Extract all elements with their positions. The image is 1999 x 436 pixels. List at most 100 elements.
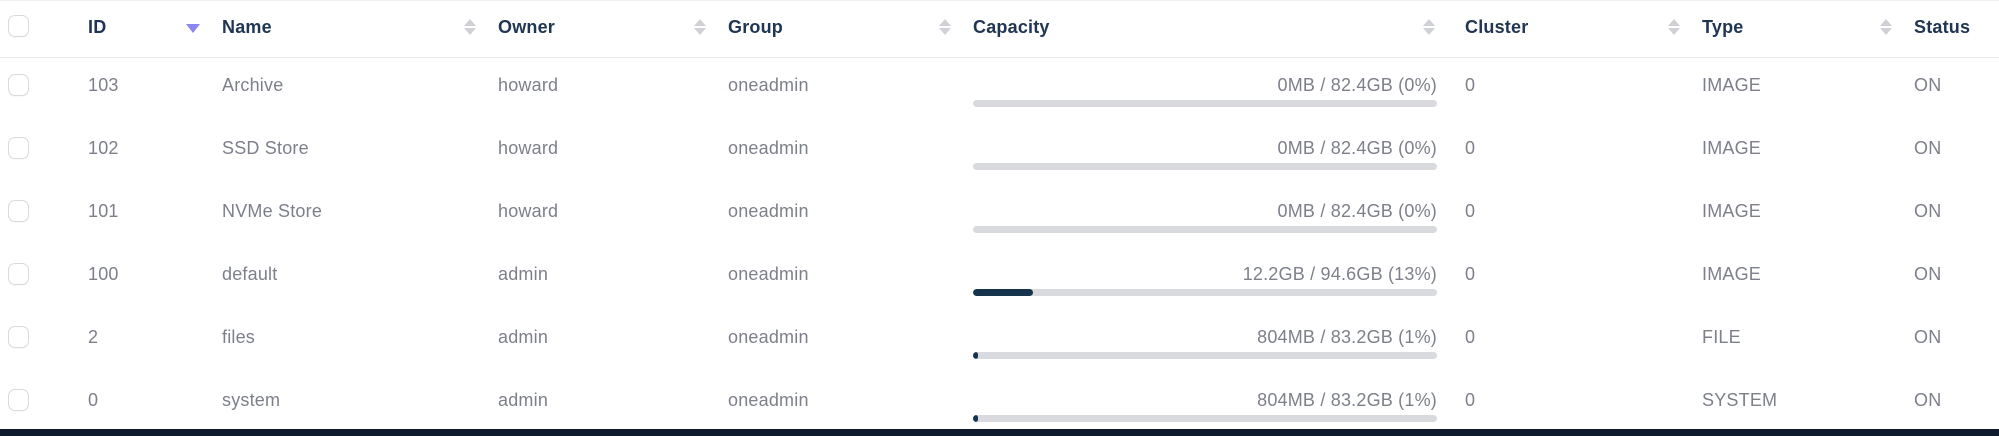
cell-cluster: 0: [1465, 327, 1476, 347]
table-row[interactable]: 103 Archive howard oneadmin 0MB / 82.4GB…: [0, 58, 1999, 121]
row-select-cell: [0, 326, 88, 353]
cell-cluster: 0: [1465, 264, 1476, 284]
sort-icon: [939, 19, 951, 35]
capacity-label: 804MB / 83.2GB (1%): [1257, 327, 1437, 347]
sort-icon: [1880, 19, 1892, 35]
capacity-progressbar: [973, 100, 1437, 107]
cell-id: 0: [88, 390, 99, 410]
cell-type: FILE: [1702, 327, 1741, 347]
cell-name: Archive: [222, 75, 284, 95]
capacity-label: 12.2GB / 94.6GB (13%): [1242, 264, 1437, 284]
cell-type: SYSTEM: [1702, 390, 1778, 410]
row-select-cell: [0, 200, 88, 227]
cell-type: IMAGE: [1702, 138, 1762, 158]
sort-icon: [464, 19, 476, 35]
cell-status: ON: [1914, 390, 1942, 410]
cell-capacity: 804MB / 83.2GB (1%): [973, 389, 1465, 422]
cell-name: NVMe Store: [222, 201, 323, 221]
column-label-status: Status: [1914, 17, 1971, 37]
table-row[interactable]: 102 SSD Store howard oneadmin 0MB / 82.4…: [0, 121, 1999, 184]
cell-capacity: 0MB / 82.4GB (0%): [973, 74, 1465, 107]
column-label-cluster: Cluster: [1465, 17, 1529, 37]
cell-cluster: 0: [1465, 390, 1476, 410]
row-checkbox[interactable]: [8, 200, 29, 222]
cell-name: SSD Store: [222, 138, 309, 158]
cell-capacity: 804MB / 83.2GB (1%): [973, 326, 1465, 359]
table-row[interactable]: 101 NVMe Store howard oneadmin 0MB / 82.…: [0, 184, 1999, 247]
cell-group: oneadmin: [728, 327, 809, 347]
cell-group: oneadmin: [728, 201, 809, 221]
cell-id: 101: [88, 201, 119, 221]
column-header-name[interactable]: Name: [222, 15, 498, 39]
column-label-type: Type: [1702, 17, 1744, 37]
capacity-label: 0MB / 82.4GB (0%): [1277, 138, 1437, 158]
capacity-label: 0MB / 82.4GB (0%): [1277, 75, 1437, 95]
cell-cluster: 0: [1465, 201, 1476, 221]
cell-cluster: 0: [1465, 138, 1476, 158]
row-checkbox[interactable]: [8, 74, 29, 96]
column-header-status[interactable]: Status: [1914, 15, 1999, 39]
sort-icon: [1668, 19, 1680, 35]
header-select-cell: [0, 15, 88, 42]
table-row[interactable]: 0 system admin oneadmin 804MB / 83.2GB (…: [0, 373, 1999, 436]
row-select-cell: [0, 389, 88, 416]
column-label-owner: Owner: [498, 17, 556, 37]
capacity-progressbar: [973, 226, 1437, 233]
cell-name: default: [222, 264, 278, 284]
capacity-label: 804MB / 83.2GB (1%): [1257, 390, 1437, 410]
cell-type: IMAGE: [1702, 264, 1762, 284]
capacity-progress-fill: [973, 352, 978, 359]
row-checkbox[interactable]: [8, 263, 29, 285]
capacity-progressbar: [973, 352, 1437, 359]
column-label-capacity: Capacity: [973, 17, 1050, 37]
cell-id: 103: [88, 75, 119, 95]
cell-owner: admin: [498, 327, 549, 347]
capacity-progressbar: [973, 289, 1437, 296]
column-header-owner[interactable]: Owner: [498, 15, 728, 39]
cell-status: ON: [1914, 75, 1942, 95]
cell-status: ON: [1914, 201, 1942, 221]
sort-icon: [694, 19, 706, 35]
cell-type: IMAGE: [1702, 201, 1762, 221]
table-row[interactable]: 2 files admin oneadmin 804MB / 83.2GB (1…: [0, 310, 1999, 373]
capacity-progress-fill: [973, 289, 1034, 296]
cell-capacity: 12.2GB / 94.6GB (13%): [973, 263, 1465, 296]
cell-owner: howard: [498, 138, 559, 158]
column-label-group: Group: [728, 17, 783, 37]
cell-name: files: [222, 327, 256, 347]
cell-type: IMAGE: [1702, 75, 1762, 95]
column-header-cluster[interactable]: Cluster: [1465, 15, 1702, 39]
column-label-id: ID: [88, 17, 107, 37]
cell-cluster: 0: [1465, 75, 1476, 95]
column-header-capacity[interactable]: Capacity: [973, 15, 1465, 39]
column-header-type[interactable]: Type: [1702, 15, 1914, 39]
cell-name: system: [222, 390, 281, 410]
row-checkbox[interactable]: [8, 326, 29, 348]
column-header-group[interactable]: Group: [728, 15, 973, 39]
row-select-cell: [0, 137, 88, 164]
cell-id: 2: [88, 327, 99, 347]
capacity-label: 0MB / 82.4GB (0%): [1277, 201, 1437, 221]
cell-status: ON: [1914, 327, 1942, 347]
sort-desc-icon: [186, 23, 200, 33]
cell-owner: howard: [498, 75, 559, 95]
column-label-name: Name: [222, 17, 272, 37]
capacity-progress-fill: [973, 415, 978, 422]
cell-group: oneadmin: [728, 75, 809, 95]
column-header-id[interactable]: ID: [88, 15, 222, 39]
select-all-checkbox[interactable]: [8, 15, 29, 37]
capacity-progressbar: [973, 163, 1437, 170]
cell-id: 102: [88, 138, 119, 158]
table-header-row: ID Name Owner Group Capacity Cluster Typ…: [0, 1, 1999, 58]
row-checkbox[interactable]: [8, 389, 29, 411]
row-checkbox[interactable]: [8, 137, 29, 159]
cell-id: 100: [88, 264, 119, 284]
cell-owner: admin: [498, 390, 549, 410]
cell-capacity: 0MB / 82.4GB (0%): [973, 137, 1465, 170]
bottom-divider-bar: [0, 429, 1999, 436]
table-row[interactable]: 100 default admin oneadmin 12.2GB / 94.6…: [0, 247, 1999, 310]
cell-capacity: 0MB / 82.4GB (0%): [973, 200, 1465, 233]
row-select-cell: [0, 74, 88, 101]
row-select-cell: [0, 263, 88, 290]
